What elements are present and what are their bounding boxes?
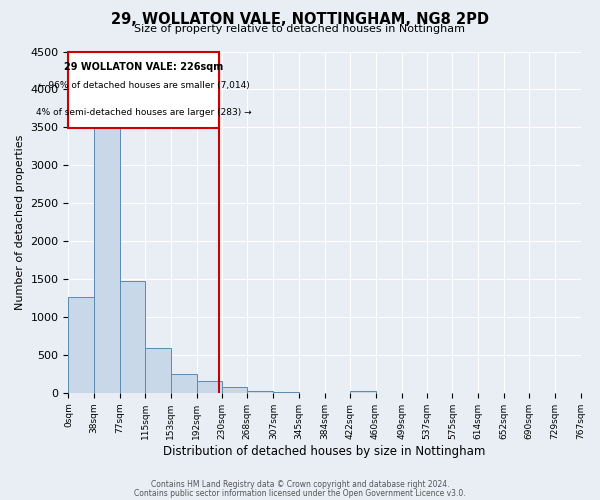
FancyBboxPatch shape [68,52,219,128]
Text: 29, WOLLATON VALE, NOTTINGHAM, NG8 2PD: 29, WOLLATON VALE, NOTTINGHAM, NG8 2PD [111,12,489,28]
Y-axis label: Number of detached properties: Number of detached properties [15,134,25,310]
Text: Size of property relative to detached houses in Nottingham: Size of property relative to detached ho… [134,24,466,34]
Bar [94,128,120,393]
Bar [68,296,94,393]
Text: ← 96% of detached houses are smaller (7,014): ← 96% of detached houses are smaller (7,… [38,81,250,90]
Bar [247,390,274,393]
Text: 29 WOLLATON VALE: 226sqm: 29 WOLLATON VALE: 226sqm [64,62,223,72]
X-axis label: Distribution of detached houses by size in Nottingham: Distribution of detached houses by size … [163,444,485,458]
Text: 4% of semi-detached houses are larger (283) →: 4% of semi-detached houses are larger (2… [36,108,251,118]
Bar [197,382,222,393]
Bar [120,280,145,393]
Text: Contains HM Land Registry data © Crown copyright and database right 2024.: Contains HM Land Registry data © Crown c… [151,480,449,489]
Text: Contains public sector information licensed under the Open Government Licence v3: Contains public sector information licen… [134,488,466,498]
Bar [350,390,376,393]
Bar [222,387,247,393]
Bar [145,348,170,393]
Bar [170,374,197,393]
